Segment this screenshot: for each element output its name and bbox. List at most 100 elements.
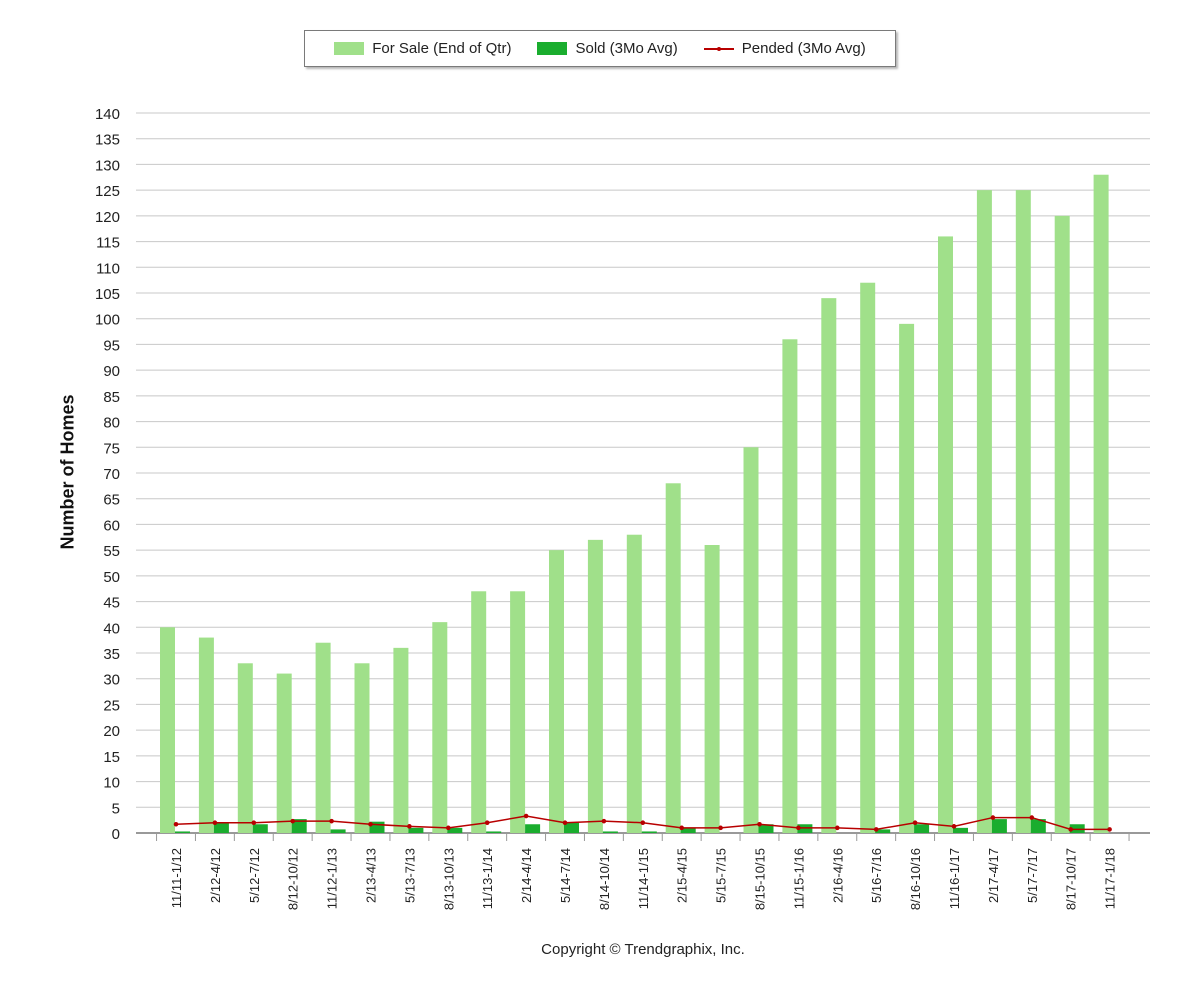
y-tick-label: 100 [95, 312, 120, 329]
legend-item-pended[interactable]: Pended (3Mo Avg) [703, 40, 866, 57]
bar-for-sale [938, 236, 953, 833]
y-tick-label: 110 [96, 260, 120, 277]
x-tick-label: 5/16-7/16 [869, 848, 884, 903]
x-tick-label: 5/13-7/13 [402, 848, 417, 903]
bar-sold [564, 822, 579, 833]
legend-item-sold[interactable]: Sold (3Mo Avg) [537, 40, 678, 57]
legend-label-sold: Sold (3Mo Avg) [575, 40, 678, 57]
x-tick-label: 8/17-10/17 [1064, 848, 1079, 910]
y-tick-label: 70 [103, 466, 120, 483]
bar-sold [797, 824, 813, 833]
point-pended [290, 818, 296, 824]
y-tick-label: 25 [103, 697, 120, 714]
copyright-text: Copyright © Trendgraphix, Inc. [541, 941, 745, 958]
y-tick-label: 10 [103, 775, 120, 792]
point-pended [601, 818, 607, 824]
x-tick-label: 2/15-4/15 [675, 848, 690, 903]
bar-sold [1069, 824, 1085, 833]
bar-for-sale [276, 673, 292, 833]
x-tick-label: 5/15-7/15 [714, 848, 729, 903]
bar-sold [525, 824, 541, 833]
bar-sold [330, 829, 346, 833]
legend-label-pended: Pended (3Mo Avg) [741, 40, 866, 57]
point-pended [951, 824, 957, 829]
point-pended [407, 824, 412, 829]
x-tick-label: 5/12-7/12 [247, 848, 262, 903]
x-tick-label: 11/12-1/13 [325, 848, 340, 909]
x-tick-label: 8/15-10/15 [753, 848, 768, 910]
point-pended [1068, 827, 1073, 832]
point-pended [329, 818, 334, 824]
point-pended [1029, 815, 1035, 820]
x-tick-label: 5/14-7/14 [558, 848, 573, 903]
y-tick-label: 75 [103, 440, 120, 457]
legend-label-for-sale: For Sale (End of Qtr) [372, 40, 512, 57]
x-tick-label: 11/13-1/14 [480, 848, 495, 909]
legend-item-for-sale[interactable]: For Sale (End of Qtr) [334, 40, 511, 57]
bar-for-sale [899, 323, 915, 833]
bar-sold [914, 824, 930, 833]
y-tick-label: 95 [103, 337, 120, 354]
x-tick-label: 2/14-4/14 [519, 848, 534, 903]
x-tick-label: 2/13-4/13 [364, 848, 379, 903]
point-pended [873, 827, 879, 832]
bar-sold [1030, 819, 1046, 833]
bar-sold [641, 831, 657, 833]
bar-for-sale [665, 483, 681, 833]
point-pended [446, 825, 451, 831]
bar-for-sale [393, 647, 409, 833]
y-tick-label: 130 [95, 157, 120, 174]
legend-swatch-pended [703, 42, 734, 55]
x-tick-label: 11/14-1/15 [636, 848, 651, 909]
bar-for-sale [432, 622, 448, 833]
bar-sold [875, 829, 891, 833]
point-pended [562, 820, 568, 826]
bar-for-sale [160, 627, 175, 833]
y-tick-label: 20 [103, 723, 120, 740]
bar-sold [447, 827, 463, 833]
bar-sold [291, 819, 307, 833]
bar-for-sale [471, 591, 487, 833]
y-tick-label: 120 [95, 209, 120, 226]
bar-for-sale [626, 534, 642, 833]
bar-sold [991, 819, 1007, 833]
bar-sold [408, 827, 424, 833]
point-pended [173, 821, 179, 827]
bar-for-sale [1015, 190, 1031, 834]
bar-for-sale [821, 298, 837, 834]
point-pended [835, 825, 840, 831]
bar-for-sale [704, 545, 720, 833]
point-pended [679, 825, 684, 831]
point-pended [484, 820, 490, 826]
bar-sold [758, 824, 774, 833]
y-tick-label: 90 [103, 363, 120, 380]
point-pended [990, 815, 996, 820]
point-pended [796, 825, 801, 831]
y-tick-label: 55 [103, 543, 120, 560]
y-tick-label: 40 [103, 620, 120, 637]
point-pended [368, 821, 373, 827]
bar-for-sale [1093, 174, 1109, 833]
y-tick-label: 125 [95, 183, 120, 200]
legend-swatch-sold [537, 42, 568, 55]
bar-sold [486, 831, 502, 833]
y-tick-label: 45 [103, 595, 120, 612]
bar-sold [953, 827, 968, 833]
point-pended [251, 820, 257, 826]
x-tick-label: 8/14-10/14 [597, 848, 612, 910]
y-tick-label: 35 [103, 646, 120, 663]
bar-for-sale [743, 447, 759, 833]
bar-sold [252, 824, 268, 833]
bar-for-sale [237, 663, 253, 833]
bar-for-sale [198, 637, 214, 833]
bar-sold [175, 831, 190, 833]
point-pended [523, 813, 529, 819]
bar-sold [369, 821, 385, 833]
x-tick-label: 11/11-1/12 [169, 848, 184, 908]
x-tick-label: 11/16-1/17 [947, 848, 962, 909]
x-tick-label: 2/17-4/17 [986, 848, 1001, 903]
point-pended [1107, 827, 1112, 832]
bar-for-sale [510, 591, 526, 833]
y-tick-label: 0 [112, 826, 120, 843]
